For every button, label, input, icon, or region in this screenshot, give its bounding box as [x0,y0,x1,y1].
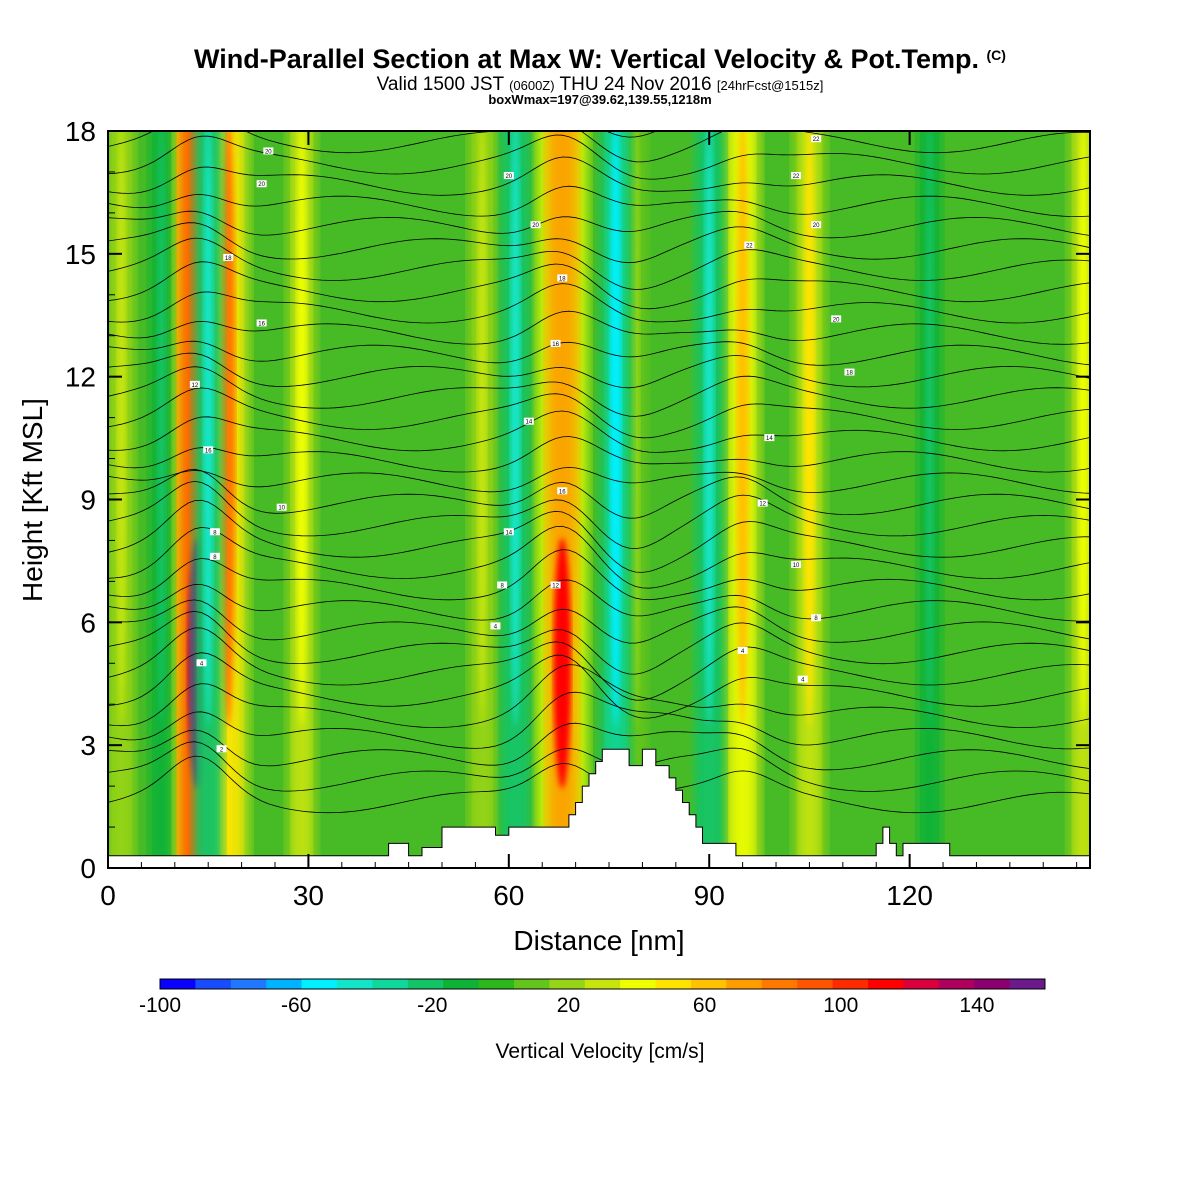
colorbar-swatch [939,979,975,989]
draft-core [296,108,307,727]
isentrope-label: 12 [552,583,559,589]
y-tick-label: 12 [65,362,96,393]
y-tick-label: 6 [80,607,96,638]
draft-core [631,108,640,727]
chart-canvas: 0 30 60 90 120 0369121518 428810161216182020… [0,0,1200,1200]
isentrope-label: 14 [526,420,533,426]
x-tick-label: 60 [493,880,524,911]
colorbar-swatch [408,979,444,989]
y-tick-label: 15 [65,239,96,270]
draft-core [117,108,127,727]
isentrope-label: 16 [559,489,566,495]
draft-core [157,108,166,727]
colorbar-swatch [903,979,939,989]
isentrope-label: 10 [278,506,285,512]
colorbar-swatch [1010,979,1046,989]
y-tick-label: 0 [80,853,96,884]
colorbar-swatch [302,979,338,989]
colorbar-swatch [974,979,1010,989]
draft-core [1078,108,1089,727]
colorbar-swatch [514,979,550,989]
colorbar-title: Vertical Velocity [cm/s] [496,1040,705,1063]
colorbar-swatch [868,979,904,989]
colorbar-swatch [762,979,798,989]
isentrope-line [108,81,1090,110]
colorbar-label: -100 [139,994,181,1017]
x-axis-title: Distance [nm] [513,925,684,956]
isentrope-label: 12 [759,502,766,508]
colorbar-label: -60 [281,994,311,1017]
colorbar-swatch [620,979,656,989]
isentrope-label: 20 [505,174,512,180]
x-tick-label: 0 [100,880,116,911]
colorbar-label: 20 [557,994,580,1017]
isentrope-label: 16 [552,342,559,348]
isentrope-label: 22 [746,244,753,250]
colorbar-swatch [549,979,585,989]
x-tick-label: 90 [694,880,725,911]
isentrope-label: 20 [833,317,840,323]
colorbar-label: 60 [693,994,716,1017]
isentrope-label: 18 [225,256,232,262]
colorbar-swatch [656,979,692,989]
colorbar-swatch [833,979,869,989]
y-tick-label: 3 [80,730,96,761]
isentrope-label: 18 [559,276,566,282]
isentrope-label: 10 [793,563,800,569]
colorbar-swatch [443,979,479,989]
isentrope-label: 18 [846,371,853,377]
colorbar-swatch [726,979,762,989]
colorbar-label: -20 [417,994,447,1017]
isentrope-label: 14 [505,530,512,536]
colorbar-swatch [266,979,302,989]
colorbar-label: 140 [959,994,994,1017]
draft-core [804,108,816,727]
colorbar-swatch [797,979,833,989]
y-tick-label: 18 [65,116,96,147]
colorbar-swatch [691,979,727,989]
x-tick-label: 30 [293,880,324,911]
colorbar-swatch [231,979,267,989]
isentrope-label: 16 [205,448,212,454]
colorbar-swatch [479,979,515,989]
isentrope-label: 22 [813,137,820,143]
y-axis-title: Height [Kft MSL] [17,398,48,602]
isentrope-label: 20 [265,149,272,155]
colorbar-swatch [372,979,408,989]
colorbar-swatch [160,979,196,989]
colorbar-label: 100 [823,994,858,1017]
y-tick-label: 9 [80,485,96,516]
isentrope-label: 16 [258,321,265,327]
plot-area [107,81,1098,888]
colorbar-swatch [585,979,621,989]
isentrope-label: 20 [813,223,820,229]
isentrope-label: 22 [793,174,800,180]
isentrope-label: 20 [532,223,539,229]
colorbar-swatch [195,979,231,989]
x-tick-label: 120 [886,880,933,911]
isentrope-label: 14 [766,436,773,442]
isentrope-label: 12 [191,383,198,389]
draft-core [925,108,934,727]
colorbar: -100 -60 -20 20 60 100 140 [139,979,1046,1017]
colorbar-swatch [337,979,373,989]
draft-core [510,108,521,727]
isentrope-label: 20 [258,182,265,188]
